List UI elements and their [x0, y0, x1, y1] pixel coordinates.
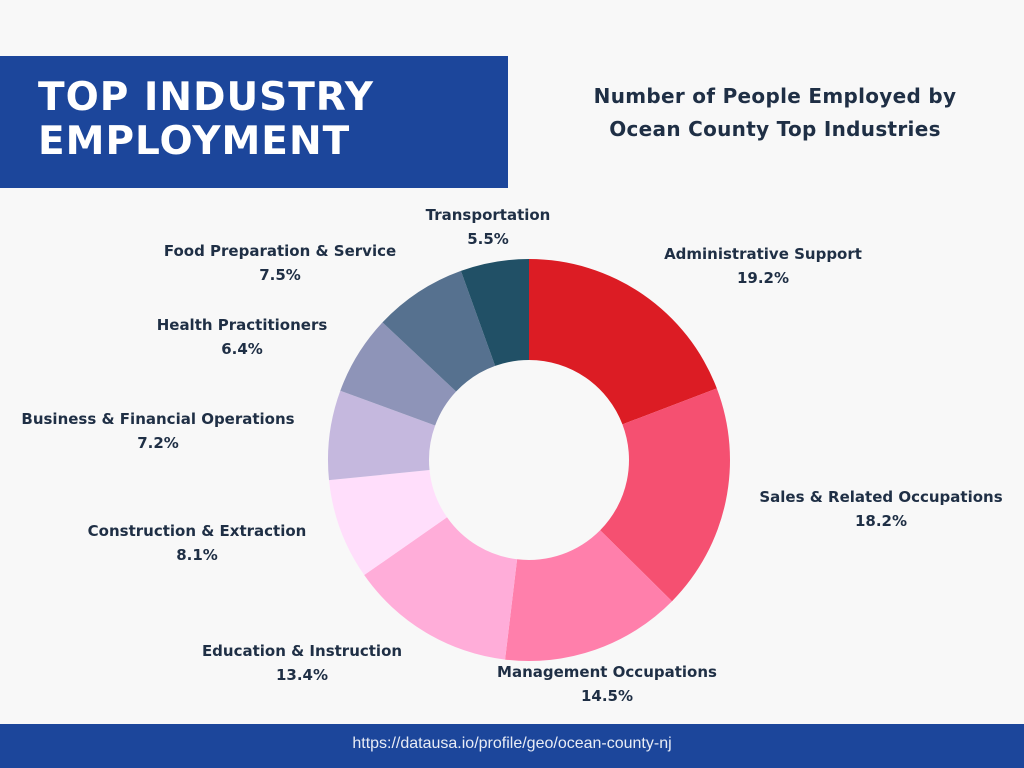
slice-label-value: 7.5% [259, 266, 301, 284]
slice-label-value: 7.2% [137, 434, 179, 452]
donut-slice-transportation [460, 259, 529, 366]
slice-label-name: Construction & Extraction [87, 522, 307, 540]
slice-label-value: 19.2% [736, 269, 790, 287]
slice-label-name: Transportation [425, 206, 551, 224]
donut-slice-sales-related-occupations [600, 388, 730, 602]
slice-label: Health Practitioners 6.4% [157, 313, 328, 361]
slice-label-name: Management Occupations [497, 663, 717, 681]
donut-slice-health-practitioners [340, 322, 457, 426]
page-title-line1: TOP INDUSTRY [38, 75, 374, 120]
slice-label: Construction & Extraction 8.1% [88, 519, 307, 567]
title-banner: TOP INDUSTRY EMPLOYMENT [0, 56, 508, 188]
slice-label: Administrative Support 19.2% [664, 242, 862, 290]
source-url: https://datausa.io/profile/geo/ocean-cou… [352, 735, 672, 752]
footer-bar: https://datausa.io/profile/geo/ocean-cou… [0, 724, 1024, 768]
slice-label-value: 18.2% [854, 512, 908, 530]
donut-slice-construction-extraction [329, 470, 448, 576]
slice-label-value: 13.4% [275, 666, 329, 684]
slice-label-value: 5.5% [467, 230, 509, 248]
slice-label-name: Administrative Support [664, 245, 862, 263]
chart-title: Number of People Employed by Ocean Count… [560, 80, 990, 146]
chart-title-line1: Number of People Employed by [593, 84, 957, 108]
slice-label: Transportation 5.5% [426, 203, 551, 251]
slice-label: Management Occupations 14.5% [497, 660, 717, 708]
page-title-line2: EMPLOYMENT [38, 119, 351, 164]
slice-label-name: Health Practitioners [156, 316, 328, 334]
donut-slice-education-instruction [364, 517, 518, 660]
slice-label-name: Education & Instruction [201, 642, 403, 660]
slice-label-value: 8.1% [176, 546, 218, 564]
slice-label: Food Preparation & Service 7.5% [164, 239, 396, 287]
slice-label-name: Food Preparation & Service [163, 242, 397, 260]
slice-label: Education & Instruction 13.4% [202, 639, 402, 687]
chart-title-line2: Ocean County Top Industries [609, 117, 941, 141]
page-title: TOP INDUSTRY EMPLOYMENT [38, 76, 374, 164]
slice-label-value: 14.5% [580, 687, 634, 705]
donut-slice-food-preparation-service [382, 270, 496, 392]
donut-slice-administrative-support [529, 259, 717, 425]
donut-slice-business-financial-operations [328, 390, 436, 481]
slice-label-name: Business & Financial Operations [21, 410, 295, 428]
slice-label-value: 6.4% [221, 340, 263, 358]
slice-label: Business & Financial Operations 7.2% [21, 407, 294, 455]
slice-label: Sales & Related Occupations 18.2% [759, 485, 1002, 533]
donut-slice-management-occupations [505, 530, 673, 661]
slice-label-name: Sales & Related Occupations [759, 488, 1003, 506]
